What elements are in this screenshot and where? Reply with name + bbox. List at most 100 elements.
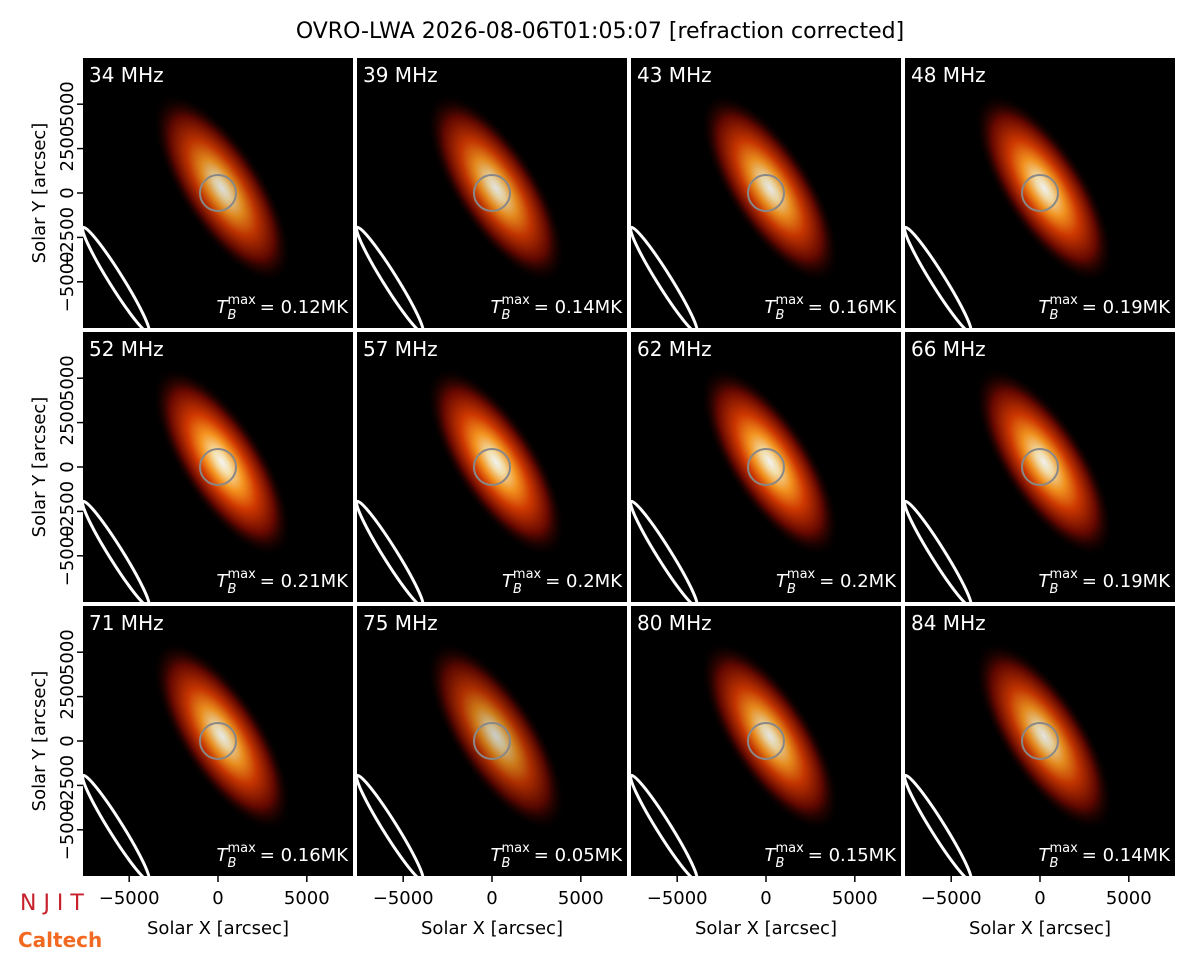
panel <box>905 58 1175 328</box>
tb-max-label: TBmax = 0.16MK <box>765 293 898 323</box>
y-tick-label: −2500 <box>57 207 78 268</box>
x-tick-label: −5000 <box>99 888 160 909</box>
solar-limb <box>473 174 511 212</box>
y-tick-label: 2500 <box>57 674 78 720</box>
tb-symbol: T <box>765 297 778 318</box>
x-tick-label: 0 <box>212 888 223 909</box>
y-tick-label: 5000 <box>57 629 78 675</box>
x-tick-label: −5000 <box>647 888 708 909</box>
panel-title: 48 MHz <box>911 63 986 87</box>
tb-symbol: T <box>217 845 230 866</box>
solar-limb <box>747 448 785 486</box>
tb-value: = 0.05MK <box>534 845 623 866</box>
tb-symbol: T <box>1039 845 1052 866</box>
beam <box>357 499 425 602</box>
brightness-peak <box>426 641 566 832</box>
tb-sup: max <box>787 567 816 582</box>
y-tick-label: −5000 <box>57 525 78 586</box>
panel-title: 80 MHz <box>637 611 712 635</box>
y-tick-label: −5000 <box>57 799 78 860</box>
y-tick-label: −2500 <box>57 755 78 816</box>
solar-limb <box>199 448 237 486</box>
solar-limb <box>473 722 511 760</box>
tb-symbol: T <box>491 845 504 866</box>
beam <box>631 499 699 602</box>
x-tick-label: 5000 <box>832 888 878 909</box>
panel <box>83 606 353 876</box>
tb-sub: B <box>502 856 511 871</box>
beam <box>905 225 973 328</box>
tb-sub: B <box>513 582 522 597</box>
y-axis-label: Solar Y [arcsec] <box>29 397 50 538</box>
panel <box>905 332 1175 602</box>
tb-symbol: T <box>776 571 789 592</box>
solar-limb <box>1021 448 1059 486</box>
tb-value: = 0.14MK <box>534 297 623 318</box>
brightness-peak <box>974 93 1114 284</box>
panel-title: 52 MHz <box>89 337 164 361</box>
panel <box>357 606 627 876</box>
y-tick-label: 0 <box>57 735 78 746</box>
tb-sup: max <box>501 841 530 856</box>
brightness-peak <box>152 641 292 832</box>
solar-limb <box>473 448 511 486</box>
y-tick-label: 5000 <box>57 355 78 401</box>
tb-value: = 0.19MK <box>1082 297 1171 318</box>
tb-max-label: TBmax = 0.19MK <box>1039 567 1172 597</box>
brightness-peak <box>700 641 840 832</box>
panel <box>905 606 1175 876</box>
panel <box>357 58 627 328</box>
tb-max-label: TBmax = 0.16MK <box>217 841 350 871</box>
tb-symbol: T <box>1039 571 1052 592</box>
tb-symbol: T <box>765 845 778 866</box>
panel-title: 66 MHz <box>911 337 986 361</box>
tb-sup: max <box>1049 567 1078 582</box>
x-tick-label: 0 <box>760 888 771 909</box>
tb-max-label: TBmax = 0.14MK <box>1039 841 1172 871</box>
solar-limb <box>747 174 785 212</box>
tb-sup: max <box>1049 293 1078 308</box>
panel <box>631 332 901 602</box>
tb-sub: B <box>228 856 237 871</box>
brightness-peak <box>974 641 1114 832</box>
x-axis-label: Solar X [arcsec] <box>969 918 1111 939</box>
tb-sub: B <box>776 308 785 323</box>
tb-max-label: TBmax = 0.05MK <box>491 841 624 871</box>
x-tick-label: −5000 <box>921 888 982 909</box>
beam <box>357 225 425 328</box>
panel-title: 43 MHz <box>637 63 712 87</box>
panel-title: 62 MHz <box>637 337 712 361</box>
tb-sup: max <box>501 293 530 308</box>
tb-max-label: TBmax = 0.12MK <box>217 293 350 323</box>
tb-max-label: TBmax = 0.19MK <box>1039 293 1172 323</box>
tb-sup: max <box>1049 841 1078 856</box>
tb-max-label: TBmax = 0.2MK <box>776 567 897 597</box>
brightness-peak <box>152 93 292 284</box>
beam <box>905 773 973 876</box>
panel-title: 57 MHz <box>363 337 438 361</box>
x-tick-label: 5000 <box>284 888 330 909</box>
brightness-peak <box>974 367 1114 558</box>
logo-njit: N J I T <box>20 891 84 916</box>
solar-limb <box>1021 722 1059 760</box>
tb-value: = 0.2MK <box>819 571 897 592</box>
tb-sub: B <box>228 582 237 597</box>
brightness-peak <box>152 367 292 558</box>
tb-sub: B <box>1050 308 1059 323</box>
x-tick-label: 0 <box>1034 888 1045 909</box>
tb-value: = 0.12MK <box>260 297 349 318</box>
y-axis-label: Solar Y [arcsec] <box>29 671 50 812</box>
solar-limb <box>1021 174 1059 212</box>
y-tick-label: 2500 <box>57 126 78 172</box>
tb-value: = 0.14MK <box>1082 845 1171 866</box>
tb-value: = 0.16MK <box>808 297 897 318</box>
tb-symbol: T <box>502 571 515 592</box>
panel <box>357 332 627 602</box>
y-tick-label: 2500 <box>57 400 78 446</box>
beam <box>83 773 151 876</box>
x-axis-label: Solar X [arcsec] <box>147 918 289 939</box>
brightness-peak <box>426 367 566 558</box>
tb-max-label: TBmax = 0.15MK <box>765 841 898 871</box>
beam <box>631 773 699 876</box>
beam <box>83 499 151 602</box>
